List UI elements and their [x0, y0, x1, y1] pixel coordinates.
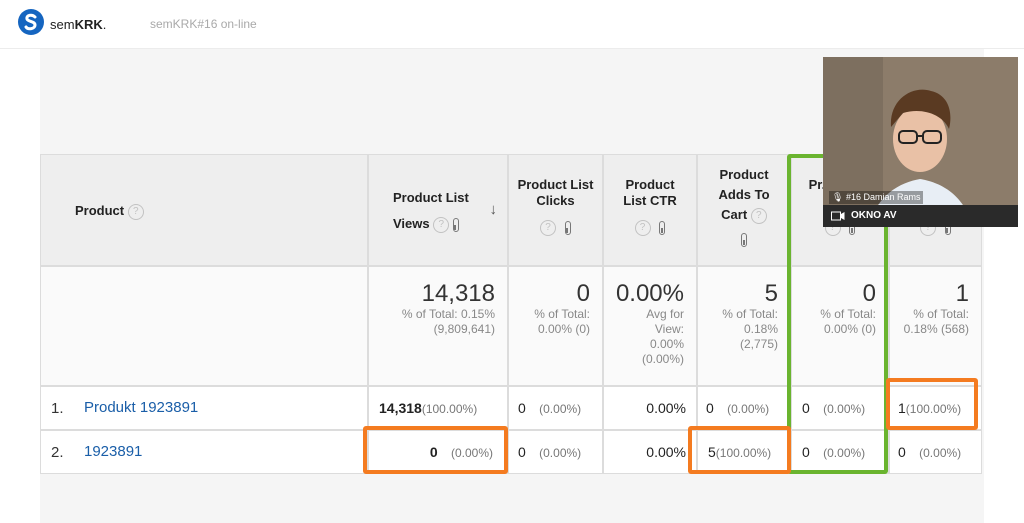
row-index: 2.: [51, 444, 64, 461]
cell-value: 0: [706, 400, 714, 416]
header-cell-product[interactable]: Product ?: [40, 154, 368, 266]
header-label-list-views: Product List Views: [393, 190, 469, 231]
total-sub: % of Total: 0.00% (0): [534, 307, 590, 336]
cell-percent: (0.00%): [823, 402, 866, 416]
cell-value: 0: [802, 400, 810, 416]
header-label-adds-to-cart: Product Adds To Cart: [718, 167, 770, 222]
total-value: 5: [764, 280, 778, 307]
product-link[interactable]: Produkt 1923891: [84, 399, 199, 416]
row-2-adds-to-cart-highlight: [688, 426, 791, 474]
total-value: 0.00%: [615, 280, 684, 307]
row-1-list-ctr: 0.00%: [603, 386, 697, 430]
top-bar: semKRK. semKRK#16 on-line: [0, 0, 1024, 49]
cell-value: 1: [898, 400, 906, 416]
header-cell-adds-to-cart[interactable]: Product Adds To Cart ?: [697, 154, 791, 266]
cell-percent: (100.00%): [715, 446, 772, 460]
table-row-1-product: 1. Produkt 1923891: [40, 386, 368, 430]
row-index: 1.: [51, 400, 64, 417]
total-value: 0: [576, 280, 590, 307]
total-list-views: 14,318 % of Total: 0.15% (9,809,641): [368, 266, 508, 386]
cell-value: 0: [898, 444, 906, 460]
help-icon[interactable]: ?: [540, 219, 557, 236]
participant-name-tag: 🎙 #16 Damian Rams: [829, 191, 924, 204]
row-2-checkouts: 0 (0.00%): [791, 430, 889, 474]
cell-percent: (100.00%): [421, 402, 478, 416]
row-2-list-views-highlight: [363, 426, 508, 474]
total-sub: % of Total: 0.00% (0): [820, 307, 876, 336]
cell-value: 0: [429, 444, 438, 460]
product-link[interactable]: 1923891: [84, 443, 143, 460]
row-1-list-clicks: 0 (0.00%): [508, 386, 603, 430]
total-checkouts: 0 % of Total: 0.00% (0): [791, 266, 889, 386]
total-list-ctr: 0.00% Avg for View: 0.00% (0.00%): [603, 266, 697, 386]
header-label-product: Product: [75, 203, 125, 218]
help-icon[interactable]: ?: [433, 216, 450, 233]
total-list-clicks: 0 % of Total: 0.00% (0): [508, 266, 603, 386]
help-icon[interactable]: ?: [634, 219, 651, 236]
header-label-list-clicks: Product List Clicks: [517, 177, 594, 208]
camera-icon: [831, 211, 845, 221]
row-1-list-views: 14,318(100.00%): [368, 386, 508, 430]
participant-name: #16 Damian Rams: [845, 192, 921, 202]
cell-percent: (0.00%): [919, 446, 962, 460]
cell-value: 0: [518, 444, 526, 460]
total-value: 1: [955, 280, 969, 307]
session-title: semKRK#16 on-line: [150, 17, 257, 31]
cell-percent: (0.00%): [727, 402, 770, 416]
cell-value: 0.00%: [646, 444, 686, 460]
cell-value: 14,318: [379, 400, 422, 416]
total-sub: % of Total: 0.18% (2,775): [722, 307, 778, 351]
total-value: 14,318: [421, 280, 495, 307]
webcam-video: 🎙 #16 Damian Rams OKNO AV: [823, 57, 1018, 227]
cell-value: 0.00%: [646, 400, 686, 416]
sort-down-arrow-icon[interactable]: ↓: [489, 201, 498, 218]
cell-percent: (0.00%): [539, 402, 582, 416]
help-icon[interactable]: ?: [750, 207, 767, 224]
cell-percent: (0.00%): [450, 446, 493, 460]
cell-percent: (0.00%): [539, 446, 582, 460]
header-label-list-ctr: Product List CTR: [623, 177, 677, 208]
cell-value: 5: [708, 444, 716, 460]
header-cell-list-clicks[interactable]: Product List Clicks ?: [508, 154, 603, 266]
cell-value: 0: [802, 444, 810, 460]
video-label-bar: OKNO AV: [823, 205, 1018, 227]
cell-percent: (0.00%): [823, 446, 866, 460]
row-1-last-highlight: [886, 378, 978, 430]
header-cell-list-views[interactable]: Product List Views ? ↓: [368, 154, 508, 266]
row-2-last: 0 (0.00%): [889, 430, 982, 474]
total-last: 1 % of Total: 0.18% (568): [889, 266, 982, 386]
total-sub: % of Total: 0.15% (9,809,641): [401, 307, 495, 336]
brand-name: semKRK.: [50, 17, 107, 32]
row-1-checkouts: 0 (0.00%): [791, 386, 889, 430]
semkrk-logo-icon: [18, 9, 44, 35]
header-cell-list-ctr[interactable]: Product List CTR ?: [603, 154, 697, 266]
cell-value: 0: [518, 400, 526, 416]
total-sub: Avg for View: 0.00% (0.00%): [641, 307, 684, 366]
total-value: 0: [862, 280, 876, 307]
video-label: OKNO AV: [851, 210, 897, 221]
row-1-adds-to-cart: 0 (0.00%): [697, 386, 791, 430]
cell-percent: (100.00%): [905, 402, 962, 416]
row-2-adds-to-cart: 5(100.00%): [697, 430, 791, 474]
row-2-list-ctr: 0.00%: [603, 430, 697, 474]
total-adds-to-cart: 5 % of Total: 0.18% (2,775): [697, 266, 791, 386]
table-row-2-product: 2. 1923891: [40, 430, 368, 474]
thermometer-icon[interactable]: [564, 220, 571, 235]
row-2-list-clicks: 0 (0.00%): [508, 430, 603, 474]
total-sub: % of Total: 0.18% (568): [903, 307, 969, 336]
thermometer-icon[interactable]: [659, 220, 666, 235]
help-icon[interactable]: ?: [127, 203, 144, 220]
thermometer-icon[interactable]: [741, 232, 747, 247]
totals-label-cell: [40, 266, 368, 386]
thermometer-icon[interactable]: [452, 217, 459, 232]
